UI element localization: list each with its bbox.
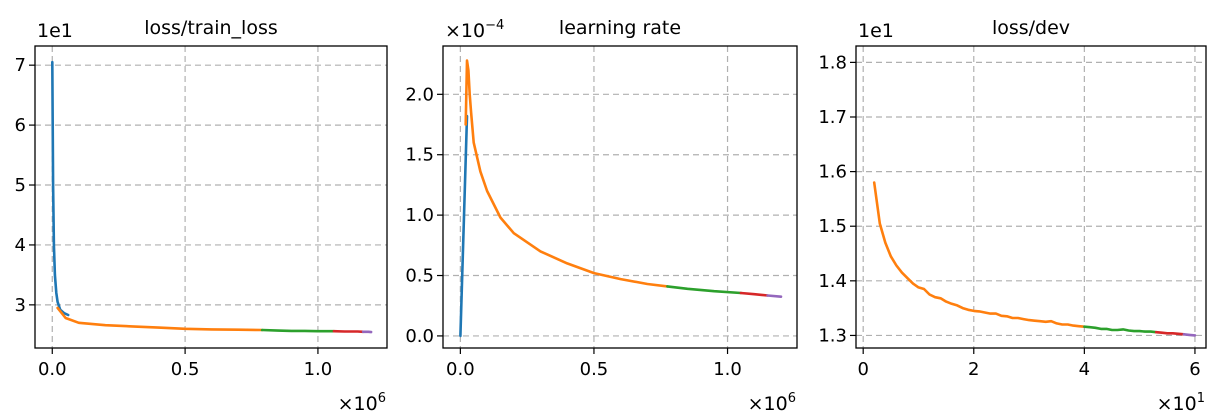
y-tick-label: 0.5 (405, 266, 434, 287)
y-tick-label: 3 (15, 295, 26, 316)
x-tick-label: 1.0 (304, 359, 333, 380)
axes-frame (442, 45, 798, 349)
x-offset-label: ×106 (338, 391, 386, 415)
y-tick-label: 1.3 (818, 325, 847, 346)
x-tick-label: 1.0 (713, 359, 742, 380)
y-tick-label: 2.0 (405, 84, 434, 105)
x-offset-label: ×101 (1157, 391, 1205, 415)
x-tick-label: 0.0 (38, 359, 67, 380)
series-line-0 (459, 114, 469, 338)
y-tick-label: 1.0 (405, 205, 434, 226)
series-line-0 (50, 60, 70, 317)
y-offset-label: 1e1 (37, 20, 73, 42)
x-offset-label: ×106 (748, 391, 796, 415)
series-line-0 (872, 181, 1086, 329)
series-line-1 (464, 59, 669, 288)
y-tick-label: 1.6 (818, 162, 847, 183)
y-tick-label: 1.8 (818, 52, 847, 73)
x-tick-label: 0.5 (580, 359, 609, 380)
series-line-3 (739, 291, 769, 297)
y-offset-label: 1e1 (858, 20, 894, 42)
chart-title: loss/dev (992, 17, 1070, 39)
y-tick-label: 7 (15, 55, 26, 76)
y-offset-label: ×10−4 (445, 18, 504, 42)
series-line-1 (1083, 325, 1158, 334)
y-tick-label: 0.0 (405, 326, 434, 347)
subplot-dev-loss: 0 2 4 6 1.3 1.4 1.5 1.6 1.7 1.8 loss/dev 1e1 ×101 (818, 17, 1207, 415)
series-line-2 (260, 328, 336, 333)
x-tick-label: 0.5 (171, 359, 200, 380)
x-tick-label: 6 (1189, 359, 1200, 380)
subplot-learning-rate: 0.0 0.5 1.0 0.0 0.5 1.0 1.5 2.0 learning rate ×10… (405, 17, 798, 415)
x-tick-label: 0 (857, 359, 868, 380)
subplot-train-loss: 0.0 0.5 1.0 3 4 5 6 7 loss/train_loss 1e1 ×106 (15, 17, 388, 415)
axes-frame (34, 45, 388, 349)
x-tick-label: 0.0 (446, 359, 475, 380)
y-tick-label: 1.5 (818, 216, 847, 237)
y-tick-label: 5 (15, 175, 26, 196)
series-line-2 (666, 285, 743, 295)
chart-title: loss/train_loss (144, 17, 278, 39)
y-tick-label: 4 (15, 235, 26, 256)
series-line-3 (332, 329, 365, 334)
axes-frame (855, 45, 1207, 349)
series-line-3 (1182, 332, 1197, 337)
y-tick-label: 1.7 (818, 107, 847, 128)
series-line-2 (1154, 330, 1186, 336)
y-tick-label: 1.4 (818, 271, 847, 292)
x-tick-label: 2 (968, 359, 979, 380)
series-line-1 (56, 306, 264, 332)
series-line-4 (766, 294, 783, 299)
x-tick-label: 4 (1079, 359, 1090, 380)
y-tick-label: 6 (15, 115, 26, 136)
y-tick-label: 1.5 (405, 145, 434, 166)
chart-title: learning rate (559, 17, 681, 39)
